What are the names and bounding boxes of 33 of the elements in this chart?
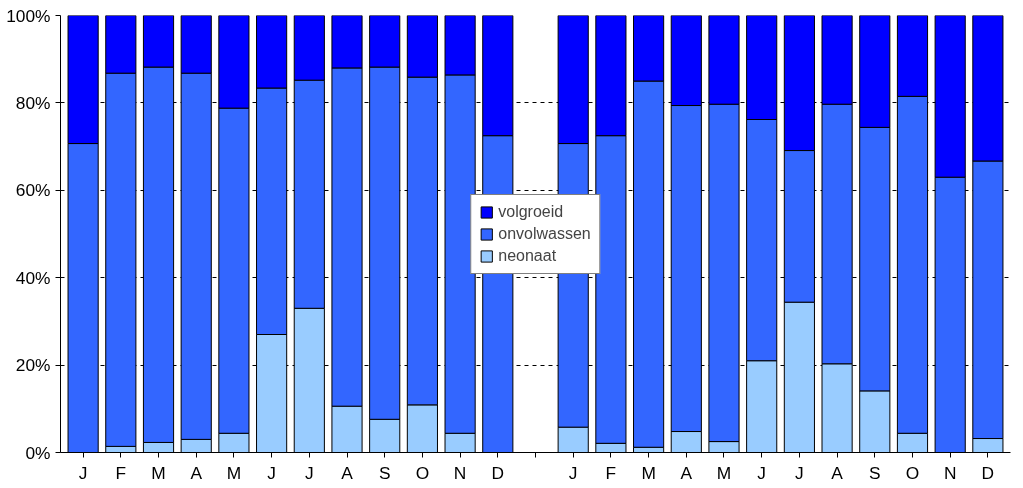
x-tick-label: F bbox=[605, 462, 617, 483]
x-tick-label: N bbox=[943, 462, 957, 483]
y-tick-label: 60% bbox=[15, 180, 51, 201]
x-tick-label: M bbox=[226, 462, 242, 483]
x-tick-label: J bbox=[78, 462, 88, 483]
x-tick-label: N bbox=[453, 462, 467, 483]
x-tick-label: F bbox=[115, 462, 127, 483]
y-tick-label: 40% bbox=[15, 267, 51, 288]
x-tick-label: A bbox=[680, 462, 693, 483]
x-tick-label: M bbox=[151, 462, 166, 483]
x-tick-label: M bbox=[641, 462, 656, 483]
y-tick-label: 80% bbox=[15, 92, 51, 113]
legend-label: volgroeid bbox=[498, 202, 564, 221]
x-tick-label: O bbox=[905, 462, 920, 483]
x-tick-label: M bbox=[716, 462, 732, 483]
x-tick-label: S bbox=[869, 462, 881, 483]
x-tick-label: D bbox=[981, 462, 995, 483]
x-tick-label: J bbox=[757, 462, 767, 483]
x-tick-label: J bbox=[795, 462, 804, 483]
x-tick-label: J bbox=[568, 462, 578, 483]
y-tick-label: 100% bbox=[6, 5, 51, 26]
x-tick-label: A bbox=[190, 462, 203, 483]
x-tick-label: J bbox=[267, 462, 276, 483]
legend-label: onvolwassen bbox=[498, 224, 591, 243]
x-tick-label: A bbox=[831, 462, 844, 483]
x-tick-label: A bbox=[341, 462, 354, 483]
x-tick-label: J bbox=[304, 462, 314, 483]
y-tick-label: 20% bbox=[15, 355, 51, 376]
x-tick-label: D bbox=[491, 462, 505, 483]
y-tick-label: 0% bbox=[25, 442, 51, 463]
legend-label: neonaat bbox=[498, 246, 557, 265]
x-tick-label: S bbox=[378, 462, 391, 483]
x-tick-label: O bbox=[415, 462, 430, 483]
